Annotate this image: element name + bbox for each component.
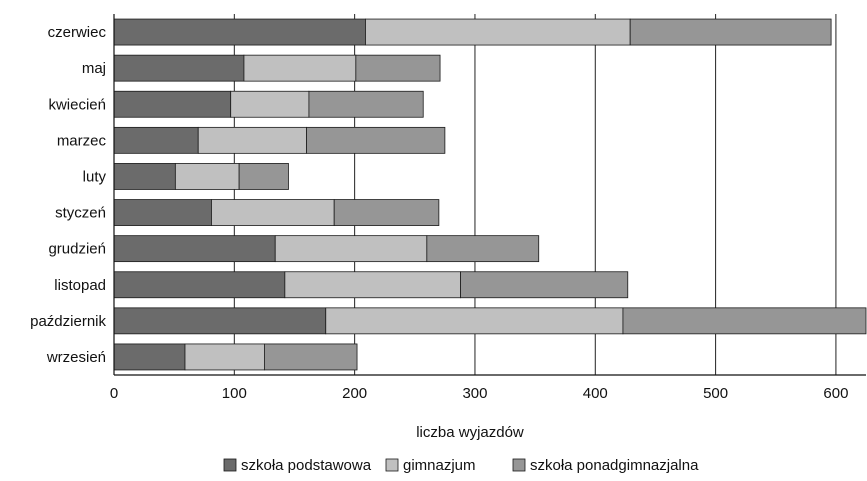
- category-label: styczeń: [55, 205, 106, 222]
- bar-segment: [306, 126, 446, 154]
- bar-segment: [333, 199, 440, 226]
- x-tick-label: 300: [462, 385, 487, 402]
- x-tick-label: 600: [823, 385, 848, 402]
- category-label: październik: [30, 313, 106, 330]
- x-axis-title: liczba wyjazdów: [416, 424, 524, 441]
- bar-segment: [325, 307, 624, 335]
- category-labels: czerwiec maj kwiecień marzec luty styczeń grud…: [30, 24, 106, 366]
- bar-segment: [365, 18, 631, 46]
- bar-segment: [460, 271, 629, 299]
- bar-segment: [113, 126, 199, 154]
- bar-segment: [113, 199, 212, 226]
- category-label: wrzesień: [46, 349, 106, 366]
- bar-segment: [243, 54, 357, 82]
- x-tick-label: 400: [583, 385, 608, 402]
- legend-item: gimnazjum: [385, 457, 476, 474]
- legend-swatch: [385, 458, 399, 472]
- bar-segment: [274, 235, 428, 263]
- bar-segment: [174, 163, 240, 190]
- bar-segment: [629, 18, 832, 46]
- x-tick-label: 0: [110, 385, 118, 402]
- bar-segment: [113, 307, 327, 335]
- bar-segment: [197, 126, 307, 154]
- x-tick-label: 500: [703, 385, 728, 402]
- bar-segment: [113, 343, 186, 371]
- category-label: czerwiec: [48, 24, 107, 41]
- bar-segment: [284, 271, 461, 299]
- category-label: kwiecień: [48, 96, 106, 113]
- legend-label: szkoła ponadgimnazjalna: [530, 457, 699, 474]
- legend-item: szkoła podstawowa: [223, 457, 372, 474]
- legend-label: gimnazjum: [403, 457, 476, 474]
- bar-segment: [184, 343, 265, 371]
- bar-segment: [113, 90, 232, 118]
- x-tick-label: 100: [222, 385, 247, 402]
- x-tick-label: 200: [342, 385, 367, 402]
- legend-swatch: [512, 458, 526, 472]
- category-label: maj: [82, 60, 106, 77]
- bar-segment: [230, 90, 310, 118]
- category-label: luty: [83, 168, 107, 185]
- category-label: grudzień: [48, 241, 106, 258]
- bar-segment: [113, 54, 245, 82]
- bar-segment: [113, 271, 286, 299]
- bar-segment: [113, 18, 366, 46]
- category-label: listopad: [54, 277, 106, 294]
- bar-segment: [622, 307, 867, 335]
- bar-segment: [263, 343, 358, 371]
- legend-swatch: [223, 458, 237, 472]
- bars: [113, 18, 867, 371]
- bar-segment: [211, 199, 335, 226]
- bar-segment: [238, 163, 289, 190]
- x-tick-labels: 0 100 200 300 400 500 600: [110, 385, 849, 402]
- legend-item: szkoła ponadgimnazjalna: [512, 457, 699, 474]
- bar-segment: [113, 235, 276, 263]
- axes: [113, 14, 866, 376]
- bar-segment: [113, 163, 176, 190]
- bar-segment: [308, 90, 424, 118]
- legend: szkoła podstawowa gimnazjum szkoła ponadgi…: [223, 457, 699, 474]
- category-label: marzec: [57, 132, 107, 149]
- legend-label: szkoła podstawowa: [241, 457, 372, 474]
- bar-segment: [426, 235, 540, 263]
- bar-segment: [355, 54, 441, 82]
